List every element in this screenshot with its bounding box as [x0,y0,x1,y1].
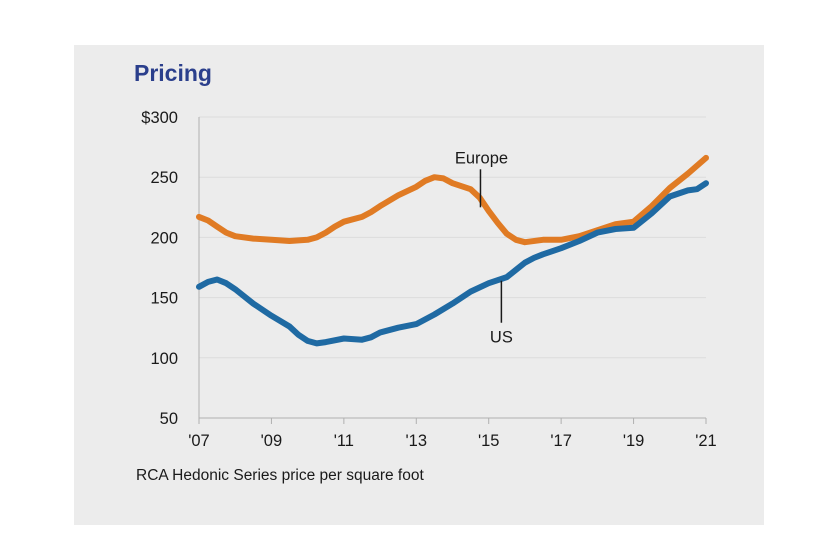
x-tick-label: '17 [550,432,572,450]
series-annotations: Europe US [455,149,513,346]
chart-title: Pricing [134,60,212,86]
y-tick-label: 200 [150,229,178,247]
y-tick-label: 100 [150,350,178,368]
x-axis-tick-labels: '07 '09 '11 '13 '15 '17 '19 '21 [188,432,717,450]
series-label-us: US [490,329,513,347]
chart-panel [74,45,764,525]
x-tick-label: '15 [478,432,500,450]
chart-footnote: RCA Hedonic Series price per square foot [136,467,424,484]
y-axis-tick-labels: 50 100 150 200 250 $300 [141,109,178,428]
x-tick-label: '11 [334,432,354,450]
y-tick-label: $300 [141,109,178,127]
x-tick-label: '19 [623,432,645,450]
y-tick-label: 250 [150,169,178,187]
series-line-us [196,180,709,347]
x-tick-label: '09 [261,432,283,450]
axes [198,117,707,424]
x-tick-label: '07 [188,432,210,450]
series-label-europe: Europe [455,149,508,167]
x-tick-label: '13 [406,432,428,450]
gridlines [199,116,706,359]
x-tick-label: '21 [695,432,717,450]
y-tick-label: 150 [150,290,178,308]
series-lines [196,154,709,347]
y-tick-label: 50 [160,410,178,428]
